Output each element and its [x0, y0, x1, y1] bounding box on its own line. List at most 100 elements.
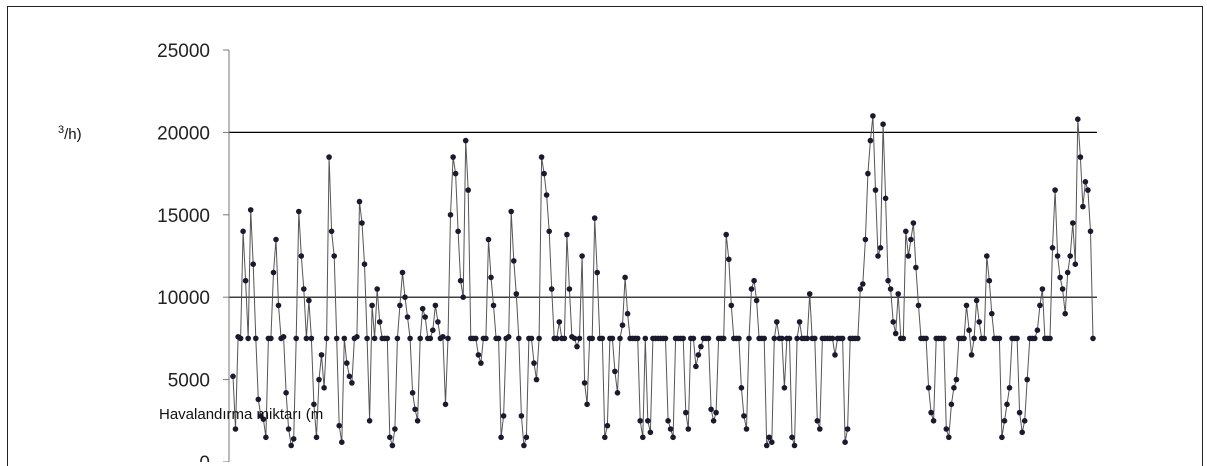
data-point — [306, 297, 312, 304]
data-point — [720, 335, 727, 342]
data-point — [855, 335, 861, 342]
data-point — [794, 335, 800, 342]
data-point — [387, 434, 393, 441]
data-point — [440, 334, 446, 340]
data-point — [460, 294, 467, 301]
data-point — [1064, 269, 1071, 276]
data-point — [541, 170, 547, 177]
data-point — [576, 335, 583, 342]
data-point — [685, 426, 692, 432]
data-point — [1090, 335, 1096, 342]
data-point — [890, 319, 896, 325]
data-point — [1032, 335, 1038, 342]
data-point — [579, 253, 585, 259]
data-point — [976, 319, 982, 325]
data-point — [296, 208, 302, 215]
data-point — [1054, 253, 1061, 259]
data-point — [905, 253, 912, 259]
data-point — [908, 236, 914, 243]
data-point — [245, 335, 251, 342]
data-point — [1039, 286, 1046, 292]
data-point — [349, 380, 355, 386]
data-point — [941, 335, 947, 342]
data-point — [738, 385, 745, 391]
data-point — [971, 335, 977, 342]
data-point — [999, 434, 1005, 441]
data-point — [376, 319, 383, 325]
data-point — [842, 439, 848, 446]
chart-frame — [7, 6, 1203, 466]
data-point — [1004, 401, 1010, 408]
data-point — [402, 294, 408, 301]
data-point — [1047, 335, 1053, 342]
data-point — [290, 436, 297, 442]
data-point — [695, 352, 702, 358]
y-tick-label: 5000 — [168, 371, 210, 392]
data-point — [255, 396, 262, 403]
data-point — [397, 302, 403, 309]
data-point — [915, 302, 922, 309]
data-point — [781, 385, 788, 391]
data-point — [887, 286, 894, 292]
data-point — [528, 335, 535, 342]
data-point — [427, 335, 434, 342]
data-point — [640, 434, 646, 441]
data-point — [594, 269, 600, 276]
data-point — [966, 327, 972, 334]
data-point — [485, 236, 492, 243]
data-point — [554, 335, 560, 342]
data-point — [599, 335, 606, 342]
data-point — [791, 442, 798, 449]
data-point — [923, 335, 929, 342]
data-point — [247, 207, 254, 213]
data-point — [774, 319, 780, 325]
data-point — [516, 335, 522, 342]
data-point — [872, 187, 879, 193]
data-point — [1006, 385, 1013, 391]
data-point — [1021, 418, 1028, 424]
data-point — [546, 228, 552, 235]
data-point — [356, 198, 363, 205]
data-point — [705, 335, 712, 342]
data-point — [280, 334, 287, 340]
y-axis-label-top: 3/h) — [58, 124, 82, 143]
data-point — [877, 245, 884, 251]
series-line — [232, 115, 1094, 448]
data-point — [766, 434, 772, 441]
data-point — [662, 335, 669, 342]
data-point — [371, 335, 378, 342]
data-point — [986, 277, 993, 284]
data-point — [751, 277, 757, 284]
data-point — [404, 314, 411, 320]
data-point — [771, 335, 778, 342]
data-point — [953, 376, 960, 383]
data-point — [796, 319, 803, 325]
data-point — [275, 302, 282, 309]
data-point — [804, 335, 810, 342]
data-point — [832, 352, 838, 358]
data-point — [1049, 245, 1056, 251]
data-point — [354, 334, 360, 340]
data-point — [736, 335, 742, 342]
data-point — [389, 442, 396, 449]
data-point — [614, 390, 621, 396]
data-point — [1014, 335, 1020, 342]
data-point — [366, 418, 373, 424]
data-point — [500, 413, 507, 419]
y-tick-label: 20000 — [157, 123, 210, 144]
data-point — [817, 426, 823, 432]
data-point — [462, 137, 469, 144]
series-1 — [230, 113, 1096, 449]
data-point — [316, 376, 322, 383]
data-point — [1075, 116, 1081, 122]
data-point — [1085, 187, 1091, 193]
data-point — [604, 422, 611, 429]
data-point — [574, 343, 580, 350]
data-point — [996, 335, 1003, 342]
data-point — [581, 380, 588, 386]
data-point — [268, 335, 274, 342]
data-point — [321, 385, 327, 391]
data-point — [624, 310, 631, 317]
data-point — [432, 302, 439, 309]
data-point — [513, 291, 520, 297]
